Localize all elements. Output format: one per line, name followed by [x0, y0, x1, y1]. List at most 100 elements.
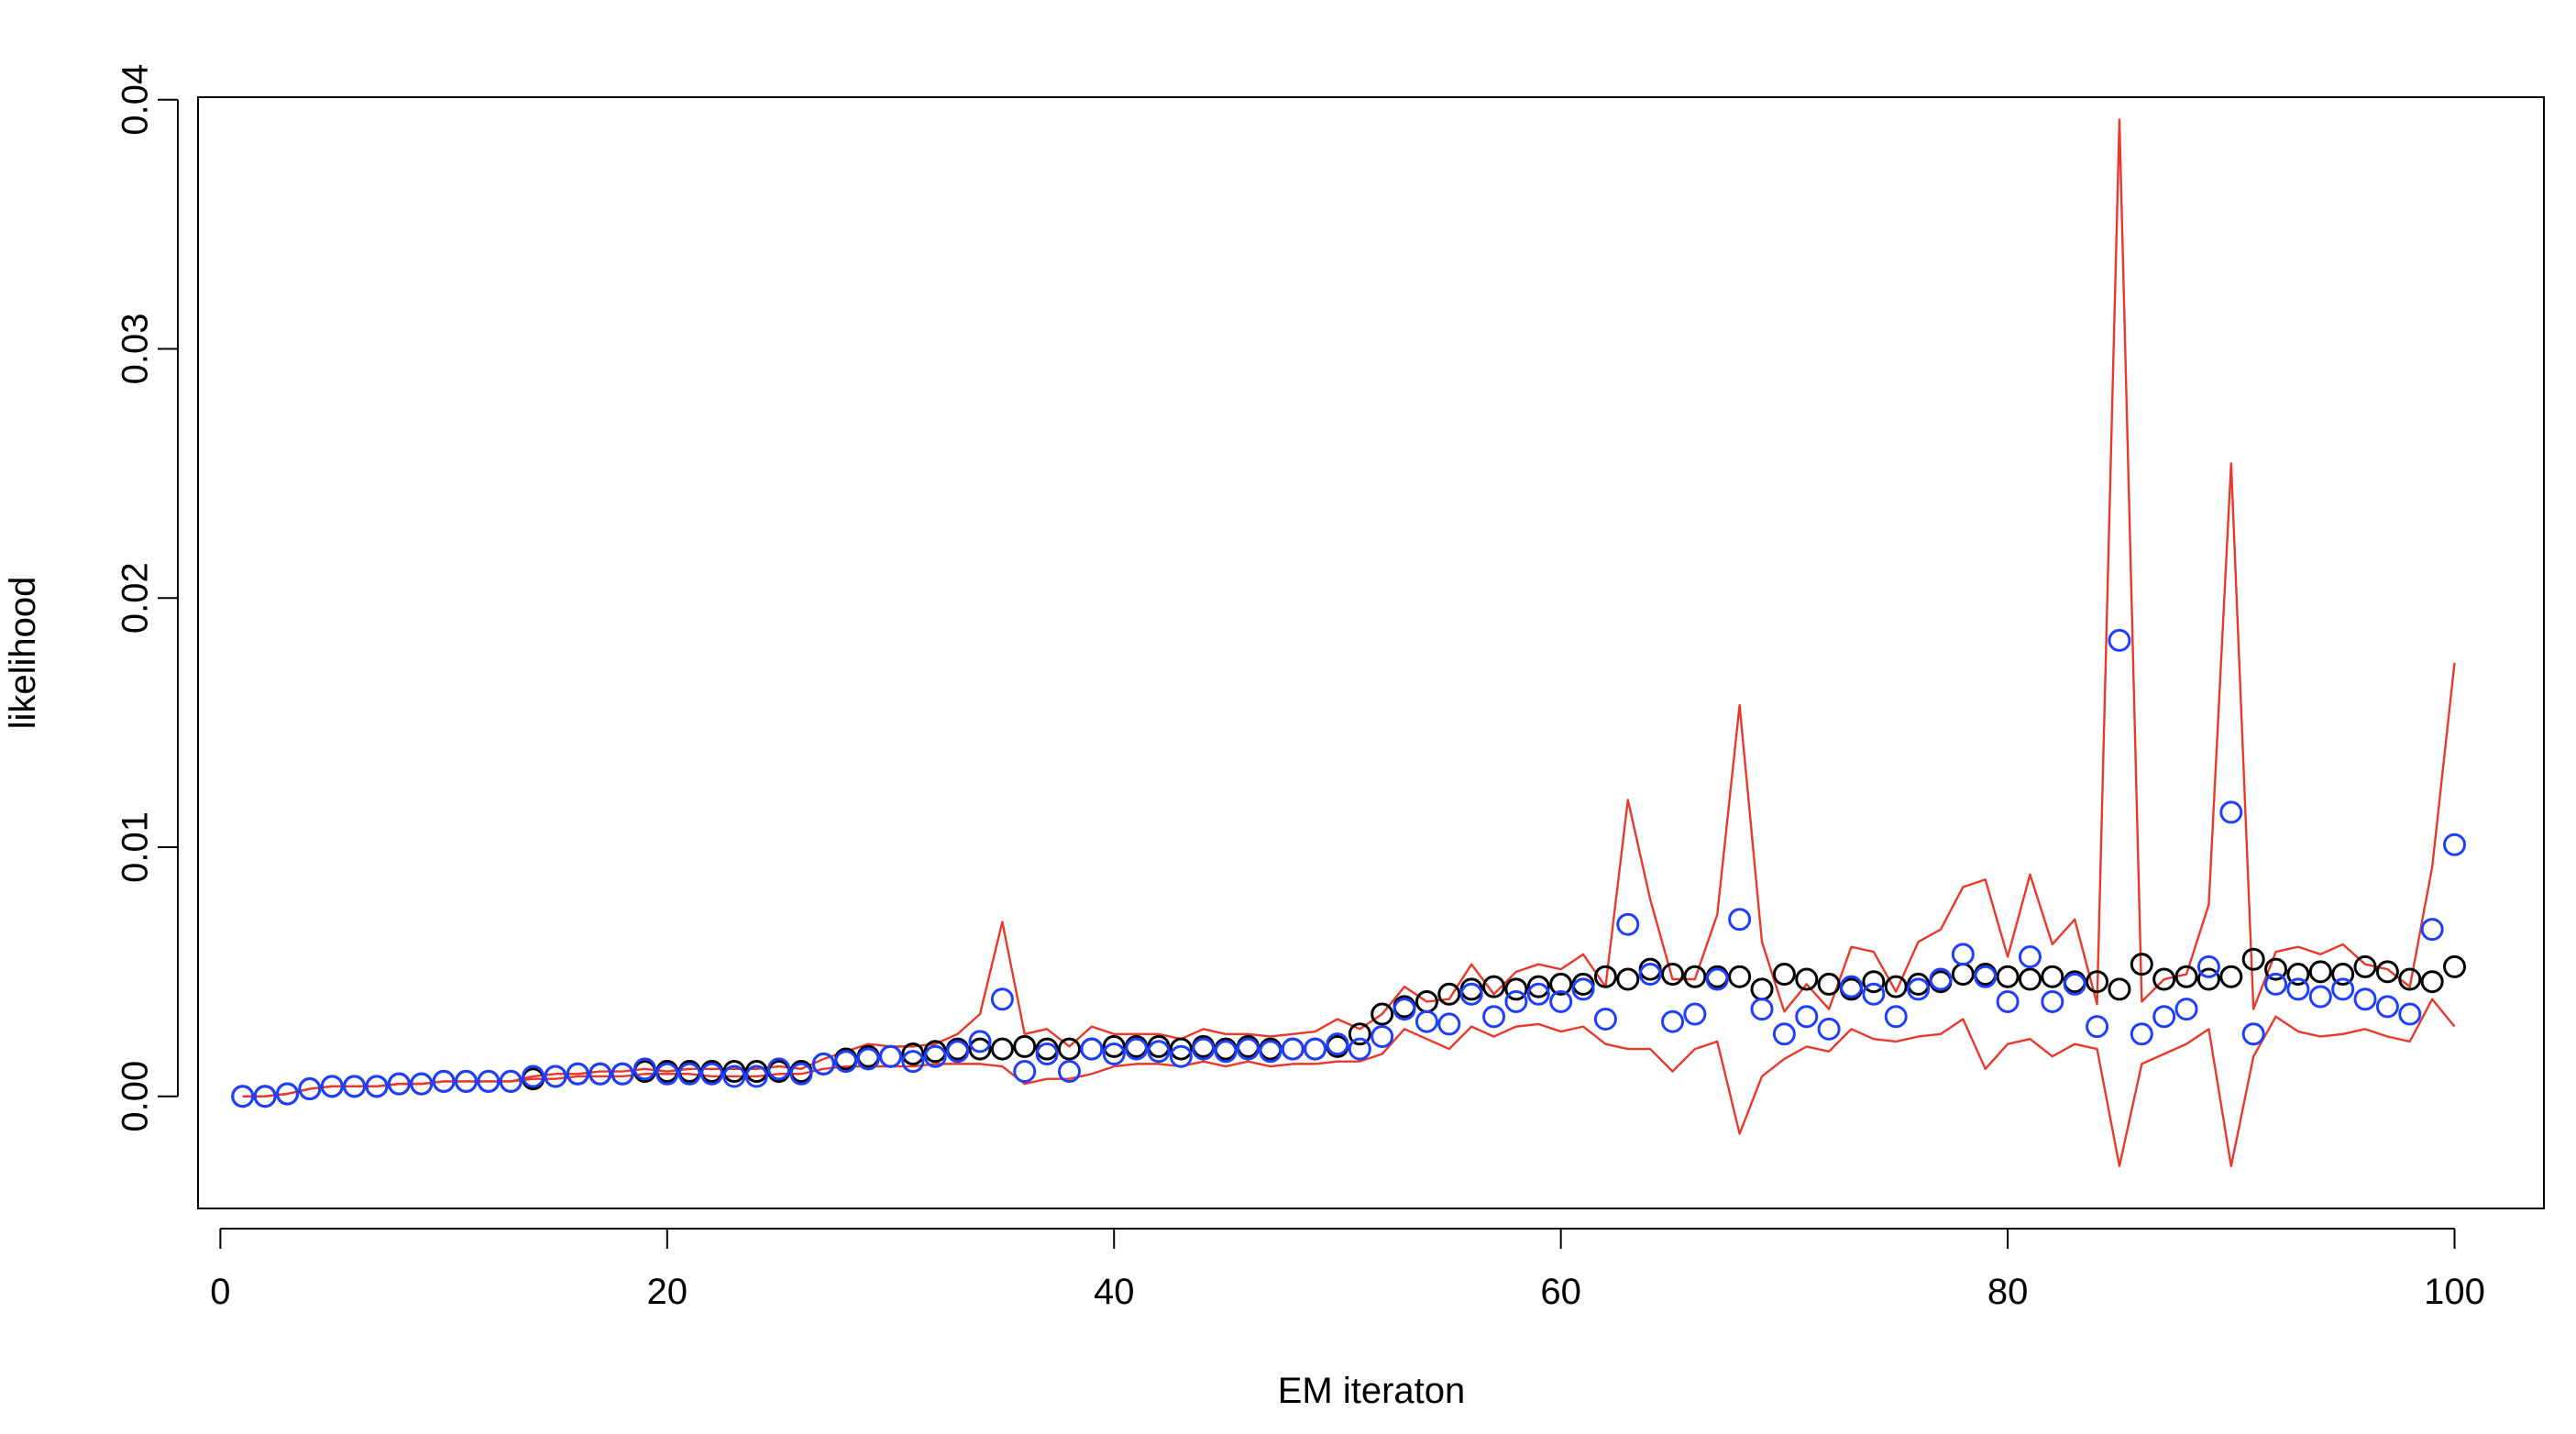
black-point [722, 1060, 746, 1084]
x-axis: 0 20 40 60 80 100 [210, 1228, 2485, 1312]
blue-point [2108, 628, 2131, 652]
blue-point [879, 1044, 903, 1068]
blue-point [1348, 1037, 1371, 1061]
y-axis-title: likelihood [3, 577, 43, 730]
black-point [1616, 967, 1640, 991]
blue-point [2331, 977, 2355, 1001]
black-point [1571, 972, 1595, 996]
black-point [1638, 957, 1662, 981]
blue-point [1571, 977, 1595, 1001]
black-point [901, 1042, 925, 1066]
blue-point [1147, 1040, 1171, 1064]
blue-point [2375, 995, 2399, 1019]
blue-point [990, 987, 1014, 1011]
blue-point [410, 1072, 434, 1096]
blue-point [1593, 1007, 1617, 1031]
x-tick-label: 80 [1987, 1272, 2029, 1312]
black-point [990, 1037, 1014, 1061]
black-point [2152, 967, 2176, 991]
black-point [1482, 975, 1506, 998]
blue-point [789, 1062, 813, 1086]
y-tick-label: 0.01 [116, 811, 156, 883]
blue-point [1326, 1032, 1349, 1056]
black-point [2308, 960, 2332, 984]
blue-point [1192, 1037, 1216, 1061]
black-point [1147, 1034, 1171, 1058]
blue-point [1951, 943, 1975, 966]
blue-point [253, 1085, 277, 1109]
blue-point [811, 1052, 835, 1076]
blue-point [365, 1075, 389, 1098]
black-point [1169, 1037, 1193, 1061]
black-point [2196, 967, 2220, 991]
blue-point [387, 1072, 411, 1096]
blue-point [1549, 989, 1573, 1013]
blue-point [1259, 1040, 1282, 1064]
blue-point [1683, 1002, 1707, 1026]
blue-point [1057, 1060, 1081, 1084]
x-tick-label: 40 [1094, 1272, 1135, 1312]
blue-point [454, 1069, 478, 1093]
black-point [1996, 965, 2020, 988]
black-point [1504, 977, 1528, 1001]
blue-point [2152, 1005, 2176, 1029]
black-point [1750, 977, 1774, 1001]
black-point [2041, 965, 2064, 988]
black-point [1951, 963, 1975, 987]
black-point [2219, 965, 2243, 988]
black-point [2018, 967, 2042, 991]
x-tick-label: 100 [2424, 1272, 2485, 1312]
blue-point [1393, 998, 1416, 1021]
y-tick-label: 0.02 [116, 562, 156, 634]
blue-point [2041, 989, 2064, 1013]
points [231, 628, 2467, 1109]
black-point [2375, 960, 2399, 984]
black-point [1817, 972, 1841, 996]
y-tick-label: 0.04 [116, 64, 156, 136]
blue-point [2196, 954, 2220, 978]
blue-point [2286, 977, 2310, 1001]
blue-point [1996, 989, 2020, 1013]
blue-point [1236, 1037, 1260, 1061]
black-point [1593, 965, 1617, 988]
blue-point [1371, 1024, 1394, 1048]
blue-point [1907, 977, 1931, 1001]
blue-point [1728, 908, 1752, 932]
black-point [2443, 954, 2467, 978]
blue-point [1526, 982, 1550, 1006]
black-point [2398, 967, 2422, 991]
blue-point [2241, 1022, 2265, 1046]
blue-point [2264, 972, 2288, 996]
x-tick-label: 20 [647, 1272, 688, 1312]
blue-point [923, 1044, 947, 1068]
blue-point [1214, 1040, 1238, 1064]
blue-point [2308, 985, 2332, 1009]
blue-point [834, 1050, 858, 1074]
blue-point-series [231, 628, 2467, 1109]
blue-point [298, 1077, 322, 1101]
blue-point [2130, 1022, 2153, 1046]
black-point [1549, 972, 1573, 996]
black-point-series [231, 947, 2467, 1109]
blue-point [1638, 963, 1662, 987]
black-point [2286, 963, 2310, 987]
blue-point [1795, 1005, 1819, 1029]
blue-point [1817, 1017, 1841, 1041]
blue-point [655, 1062, 679, 1086]
black-point [968, 1037, 992, 1061]
black-point [1526, 975, 1550, 998]
black-point [1683, 965, 1707, 988]
blue-point [2443, 833, 2467, 856]
blue-point [1169, 1044, 1193, 1068]
x-axis-title: EM iteraton [1278, 1371, 1466, 1411]
black-point [1371, 1002, 1394, 1026]
blue-point [1459, 982, 1483, 1006]
black-point [1907, 972, 1931, 996]
black-point [1459, 977, 1483, 1001]
y-axis: 0.00 0.01 0.02 0.03 0.04 [116, 64, 179, 1132]
black-point [2331, 963, 2355, 987]
blue-point [1504, 989, 1528, 1013]
blue-point [677, 1062, 701, 1086]
blue-point [1705, 967, 1729, 991]
blue-point [1661, 1009, 1685, 1033]
